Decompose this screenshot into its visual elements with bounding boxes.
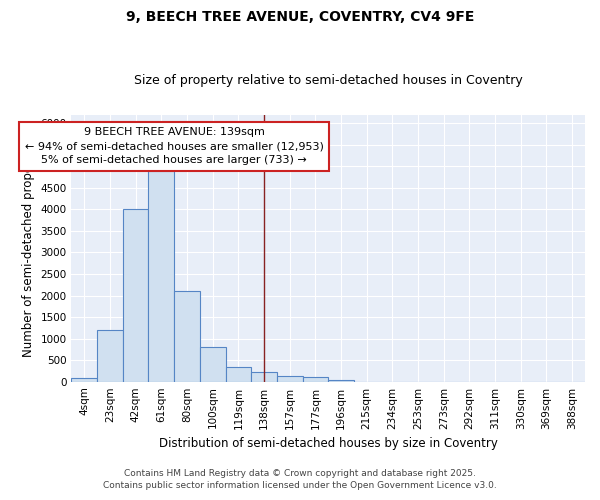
Text: 9 BEECH TREE AVENUE: 139sqm
← 94% of semi-detached houses are smaller (12,953)
5: 9 BEECH TREE AVENUE: 139sqm ← 94% of sem… [25, 128, 323, 166]
Bar [174, 291, 200, 382]
Bar [277, 376, 302, 382]
Text: Contains HM Land Registry data © Crown copyright and database right 2025.
Contai: Contains HM Land Registry data © Crown c… [103, 469, 497, 490]
Bar [97, 330, 123, 382]
Text: 9, BEECH TREE AVENUE, COVENTRY, CV4 9FE: 9, BEECH TREE AVENUE, COVENTRY, CV4 9FE [126, 10, 474, 24]
Title: Size of property relative to semi-detached houses in Coventry: Size of property relative to semi-detach… [134, 74, 523, 87]
Bar [200, 347, 226, 382]
Bar [123, 210, 148, 382]
Y-axis label: Number of semi-detached properties: Number of semi-detached properties [22, 139, 35, 358]
Bar [148, 170, 174, 382]
Bar [328, 380, 354, 382]
Bar [226, 366, 251, 382]
Bar [302, 378, 328, 382]
X-axis label: Distribution of semi-detached houses by size in Coventry: Distribution of semi-detached houses by … [159, 437, 497, 450]
Bar [71, 378, 97, 382]
Bar [251, 372, 277, 382]
